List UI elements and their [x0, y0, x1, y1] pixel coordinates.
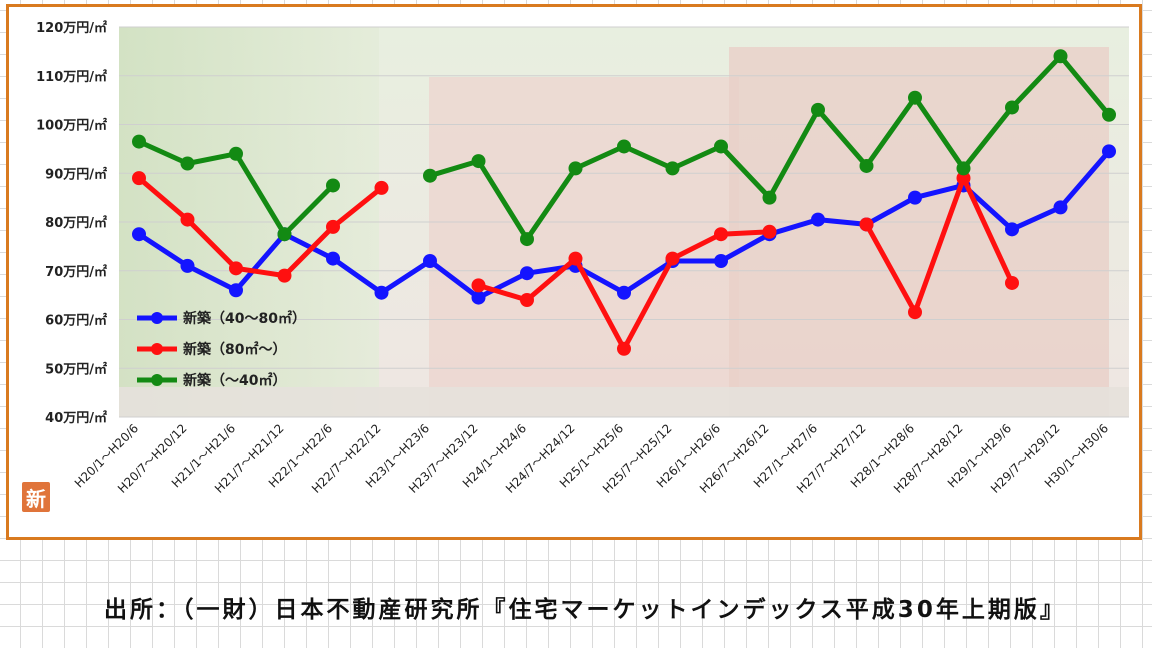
data-point — [520, 232, 534, 247]
data-point — [568, 251, 583, 266]
data-point — [180, 156, 195, 171]
y-tick-label: 120万円/㎡ — [36, 20, 107, 36]
legend-marker — [151, 343, 163, 355]
legend-label: 新築（～40㎡） — [183, 372, 286, 389]
data-point — [1005, 222, 1019, 237]
data-point — [326, 251, 340, 266]
data-point — [1005, 100, 1019, 115]
new-badge-icon: 新 — [22, 482, 50, 512]
data-point — [811, 212, 825, 227]
data-point — [423, 168, 437, 183]
data-point — [132, 171, 146, 186]
legend-marker — [151, 374, 163, 386]
y-tick-label: 100万円/㎡ — [36, 118, 107, 134]
data-point — [180, 258, 195, 273]
data-point — [811, 102, 825, 117]
data-point — [520, 266, 534, 281]
data-point — [1053, 49, 1068, 64]
y-tick-label: 80万円/㎡ — [45, 215, 107, 231]
y-tick-label: 110万円/㎡ — [36, 69, 107, 85]
legend: 新築（40～80㎡） 新築（80㎡～） 新築（～40㎡） — [137, 310, 306, 389]
data-point — [132, 227, 146, 242]
data-point — [423, 254, 437, 268]
data-point — [665, 251, 680, 266]
data-point — [471, 278, 486, 293]
legend-label: 新築（40～80㎡） — [183, 310, 306, 327]
data-point — [374, 285, 389, 300]
data-point — [132, 134, 146, 149]
data-point — [180, 212, 195, 227]
data-point — [859, 158, 874, 173]
data-point — [714, 227, 728, 242]
data-point — [762, 224, 777, 239]
data-point — [617, 285, 631, 300]
data-point — [908, 190, 922, 205]
data-point — [326, 219, 340, 234]
data-point — [956, 171, 971, 186]
data-point — [956, 161, 971, 176]
data-point — [229, 261, 243, 276]
legend-marker — [151, 312, 163, 324]
data-point — [277, 268, 292, 283]
data-point — [229, 146, 243, 161]
data-point — [277, 227, 292, 242]
data-point — [665, 161, 680, 176]
data-point — [908, 90, 922, 105]
data-point — [471, 290, 486, 305]
y-tick-label: 70万円/㎡ — [45, 264, 107, 280]
data-point — [859, 217, 874, 232]
data-point — [326, 178, 340, 193]
data-point — [229, 283, 243, 298]
data-point — [1005, 275, 1019, 290]
line-chart: 40万円/㎡ 50万円/㎡ 60万円/㎡ 70万円/㎡ 80万円/㎡ 90万円/㎡ 100万… — [36, 20, 1129, 496]
data-point — [1102, 107, 1116, 122]
data-point — [617, 139, 631, 154]
data-point — [520, 293, 534, 307]
chart-frame: 40万円/㎡ 50万円/㎡ 60万円/㎡ 70万円/㎡ 80万円/㎡ 90万円/㎡ 100万… — [6, 4, 1142, 540]
y-tick-label: 50万円/㎡ — [45, 361, 107, 377]
data-point — [617, 341, 631, 356]
legend-label: 新築（80㎡～） — [183, 341, 286, 358]
data-point — [762, 190, 777, 205]
data-point — [908, 305, 922, 320]
data-point — [568, 161, 583, 176]
data-point — [374, 180, 389, 195]
source-citation: 出所：（一財）日本不動産研究所『住宅マーケットインデックス平成30年上期版』 — [104, 597, 1066, 623]
data-point — [714, 139, 728, 154]
data-point — [714, 254, 728, 268]
y-tick-label: 60万円/㎡ — [45, 313, 107, 329]
data-point — [1102, 144, 1116, 159]
y-tick-label: 90万円/㎡ — [45, 166, 107, 182]
y-tick-label: 40万円/㎡ — [45, 410, 107, 426]
data-point — [471, 154, 486, 169]
data-point — [1053, 200, 1068, 215]
